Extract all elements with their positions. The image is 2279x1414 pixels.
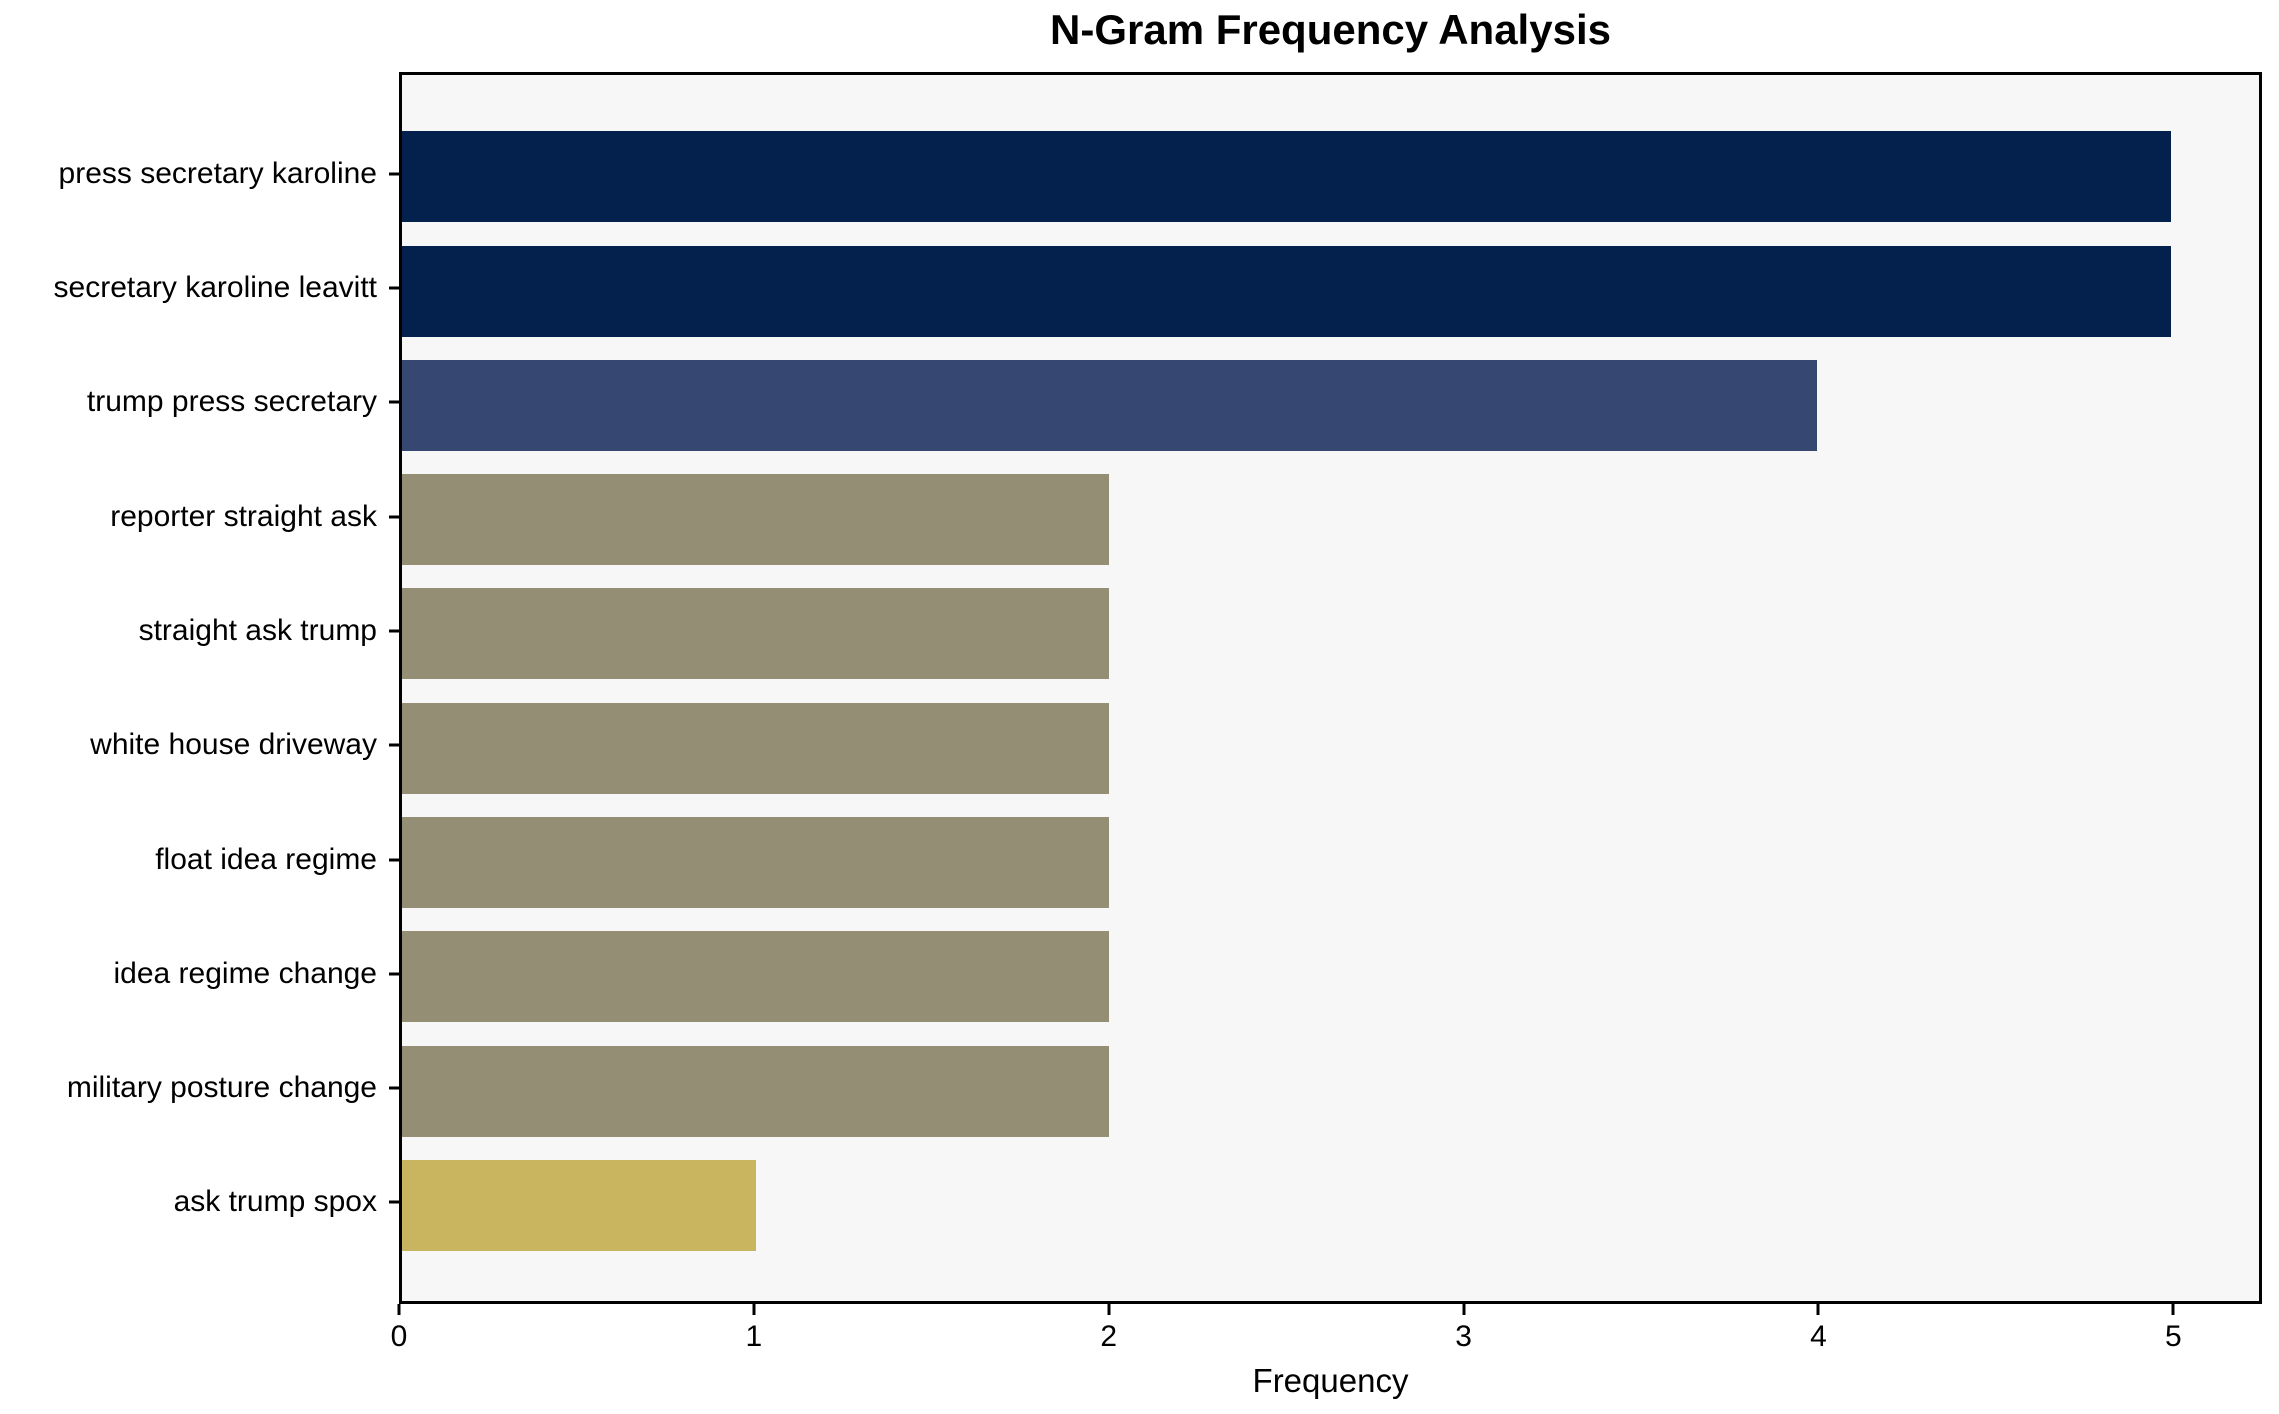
- bar-idea-regime-change: [402, 931, 1110, 1023]
- bar-straight-ask-trump: [402, 588, 1110, 680]
- y-tick-mark: [389, 743, 399, 747]
- bar-secretary-karoline-leavitt: [402, 245, 2171, 337]
- bar-military-posture-change: [402, 1045, 1110, 1137]
- x-tick-mark: [1107, 1304, 1111, 1315]
- x-tick-mark: [752, 1304, 756, 1315]
- x-tick-label-2: 2: [1100, 1320, 1118, 1353]
- y-tick-mark: [389, 1086, 399, 1090]
- y-tick-label-white-house-driveway: white house driveway: [90, 728, 377, 762]
- bar-trump-press-secretary: [402, 359, 1817, 451]
- y-tick-label-idea-regime-change: idea regime change: [113, 956, 377, 990]
- y-tick-mark: [389, 1200, 399, 1204]
- y-tick-label-trump-press-secretary: trump press secretary: [86, 385, 377, 419]
- x-axis-label: Frequency: [1252, 1362, 1409, 1399]
- y-tick-mark: [389, 858, 399, 861]
- y-tick-label-reporter-straight-ask: reporter straight ask: [110, 499, 377, 533]
- bar-press-secretary-karoline: [402, 131, 2171, 223]
- bar-white-house-driveway: [402, 702, 1110, 794]
- y-tick-label-straight-ask-trump: straight ask trump: [138, 613, 377, 647]
- y-tick-label-secretary-karoline-leavitt: secretary karoline leavitt: [53, 271, 377, 304]
- x-tick-label-3: 3: [1455, 1320, 1472, 1353]
- y-tick-mark: [389, 286, 399, 290]
- y-tick-label-float-idea-regime: float idea regime: [155, 842, 377, 876]
- y-tick-mark: [389, 972, 399, 976]
- bar-float-idea-regime: [402, 817, 1110, 908]
- x-tick-mark: [1816, 1304, 1820, 1315]
- x-tick-mark: [397, 1304, 401, 1315]
- chart-title: N-Gram Frequency Analysis: [1050, 6, 1611, 53]
- y-tick-mark: [389, 629, 399, 633]
- x-tick-label-0: 0: [390, 1320, 408, 1353]
- x-tick-mark: [1462, 1304, 1466, 1315]
- y-tick-label-press-secretary-karoline: press secretary karoline: [58, 156, 377, 190]
- x-tick-label-1: 1: [745, 1320, 763, 1353]
- y-tick-mark: [389, 515, 399, 519]
- y-tick-label-ask-trump-spox: ask trump spox: [173, 1185, 377, 1219]
- y-tick-mark: [389, 172, 399, 176]
- bar-reporter-straight-ask: [402, 474, 1110, 566]
- x-tick-label-4: 4: [1810, 1320, 1827, 1353]
- bar-ask-trump-spox: [402, 1159, 756, 1251]
- x-tick-label-5: 5: [2164, 1320, 2182, 1353]
- x-tick-mark: [2171, 1304, 2175, 1315]
- y-tick-label-military-posture-change: military posture change: [66, 1071, 377, 1105]
- plot-area: [399, 72, 2262, 1304]
- y-tick-mark: [389, 400, 399, 404]
